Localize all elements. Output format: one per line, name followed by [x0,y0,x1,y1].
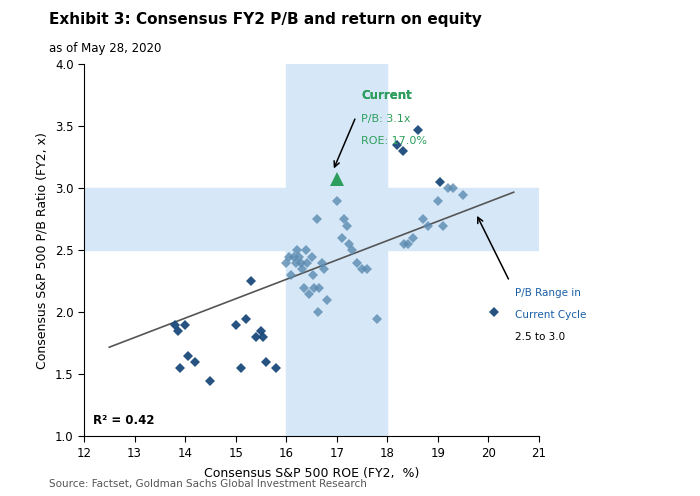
Text: P/B: 3.1x: P/B: 3.1x [361,114,410,124]
Bar [286,64,387,436]
Y-axis label: Consensus S&P 500 P/B Ratio (FY2, x): Consensus S&P 500 P/B Ratio (FY2, x) [35,132,48,369]
Text: 2.5 to 3.0: 2.5 to 3.0 [514,332,565,342]
Text: Source: Factset, Goldman Sachs Global Investment Research: Source: Factset, Goldman Sachs Global In… [49,479,367,489]
Text: R² = 0.42: R² = 0.42 [93,414,155,427]
Text: Current: Current [361,89,412,102]
Bar [84,188,539,250]
Text: Current Cycle: Current Cycle [514,310,586,320]
X-axis label: Consensus S&P 500 ROE (FY2,  %): Consensus S&P 500 ROE (FY2, %) [204,467,419,480]
Text: as of May 28, 2020: as of May 28, 2020 [49,42,162,55]
Text: ROE: 17.0%: ROE: 17.0% [361,136,427,146]
Text: Exhibit 3: Consensus FY2 P/B and return on equity: Exhibit 3: Consensus FY2 P/B and return … [49,12,482,27]
Text: P/B Range in: P/B Range in [514,288,580,298]
Text: Current: Current [361,89,412,102]
